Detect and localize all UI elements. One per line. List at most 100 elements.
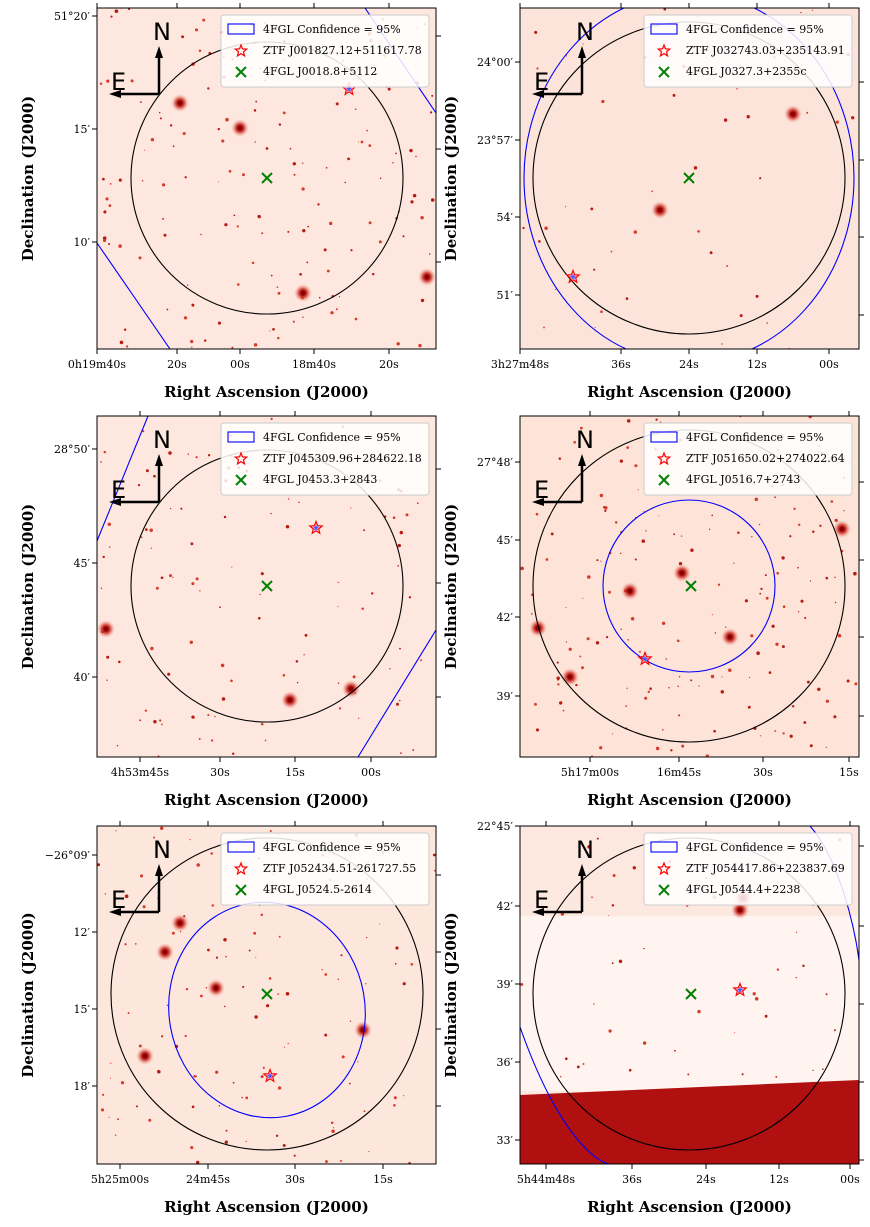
x-tick-label: 00s <box>230 358 250 371</box>
legend-star-swatch <box>233 43 249 58</box>
y-tick-label: 42′ <box>497 611 514 624</box>
x-tick-label: 15s <box>373 1173 393 1186</box>
legend-entry-3: 4FGL J0453.3+2843 <box>263 473 377 486</box>
background-stars <box>97 417 423 757</box>
legend-box <box>643 422 853 496</box>
y-tick-label: 15′ <box>74 123 91 136</box>
compass: NE <box>109 836 171 916</box>
x-tick-label: 15s <box>285 766 305 779</box>
legend: 4FGL Confidence = 95% ZTF J045309.96+2846… <box>220 422 430 496</box>
panel-4: NE 4FGL Confidence = 95% ZTF J051650.02+27… <box>442 411 864 809</box>
fgl-source-marker <box>685 988 697 1000</box>
x-tick-label: 16m45s <box>657 766 701 779</box>
x-tick-label: 00s <box>819 358 839 371</box>
faint-region <box>520 916 859 1091</box>
x-axis-title: Right Ascension (J2000) <box>587 1198 792 1216</box>
north-label: N <box>153 18 171 46</box>
legend: 4FGL Confidence = 95% ZTF J054417.86+2238… <box>643 832 853 906</box>
panel-1: NE 4FGL Confidence = 95% ZTF J001827.12+51… <box>19 3 441 401</box>
x-tick-label: 36s <box>622 1173 642 1186</box>
ticks: 0h19m40s 20s 00s 18m40s 20s 51°20′ 15′ 10′ <box>54 3 441 371</box>
legend-cross-swatch <box>235 66 247 78</box>
ticks: 5h17m00s 16m45s 30s 15s 27°48′ 45′ 42′ 39′ <box>477 411 864 779</box>
compass: NE <box>532 426 594 506</box>
y-tick-label: 42′ <box>497 900 514 913</box>
x-tick-label: 4h53m45s <box>111 766 170 779</box>
y-axis-title: Declination (J2000) <box>442 912 460 1078</box>
plot-frame <box>519 825 860 1165</box>
north-label: N <box>576 18 594 46</box>
legend-ellipse-swatch <box>227 431 255 443</box>
x-tick-label: 30s <box>285 1173 305 1186</box>
legend-entry-3: 4FGL J0516.7+2743 <box>686 473 800 486</box>
x-axis-title: Right Ascension (J2000) <box>164 791 369 809</box>
legend-cross-swatch <box>658 474 670 486</box>
plot-frame <box>96 415 437 758</box>
legend-star-swatch <box>656 43 672 58</box>
panel-2: NE 4FGL Confidence = 95% ZTF J032743.03+23… <box>442 3 864 401</box>
y-tick-label: 51′ <box>497 289 514 302</box>
legend-entry-3: 4FGL J0018.8+5112 <box>263 65 377 78</box>
panel-5: NE 4FGL Confidence = 95% ZTF J052434.51-26… <box>19 821 441 1216</box>
x-tick-label: 5h44m48s <box>517 1173 576 1186</box>
ztf-source-marker <box>308 519 324 535</box>
y-axis-title: Declination (J2000) <box>19 504 37 670</box>
ticks: 5h44m48s 36s 24s 12s 00s 22°45′ 42′ 39′ 36′ 33′ <box>477 820 864 1186</box>
y-tick-label: 45′ <box>74 557 91 570</box>
x-tick-label: 24s <box>696 1173 716 1186</box>
panel-6: NE 4FGL Confidence = 95% ZTF J054417.86+22… <box>442 820 864 1216</box>
x-tick-label: 15s <box>839 766 859 779</box>
legend-entry-2: ZTF J032743.03+235143.91 <box>686 44 845 57</box>
legend-entry-1: 4FGL Confidence = 95% <box>686 23 824 36</box>
legend-star-swatch <box>656 451 672 466</box>
east-label: E <box>534 886 549 914</box>
east-label: E <box>534 476 549 504</box>
east-label: E <box>111 886 126 914</box>
x-tick-label: 24s <box>679 358 699 371</box>
east-label: E <box>111 476 126 504</box>
x-tick-label: 36s <box>611 358 631 371</box>
legend-entry-1: 4FGL Confidence = 95% <box>686 431 824 444</box>
legend-entry-2: ZTF J051650.02+274022.64 <box>686 452 845 465</box>
legend-entry-3: 4FGL J0327.3+2355c <box>686 65 807 78</box>
x-tick-label: 20s <box>379 358 399 371</box>
east-label: E <box>534 68 549 96</box>
x-tick-label: 00s <box>840 1173 860 1186</box>
x-tick-label: 5h25m00s <box>91 1173 150 1186</box>
x-axis-title: Right Ascension (J2000) <box>587 791 792 809</box>
east-label: E <box>111 68 126 96</box>
ticks: 4h53m45s 30s 15s 00s 28°50′ 45′ 40′ <box>54 411 441 779</box>
sky-image <box>520 826 859 1164</box>
compass: NE <box>532 836 594 916</box>
panel-3: NE 4FGL Confidence = 95% ZTF J045309.96+28… <box>19 411 441 809</box>
legend: 4FGL Confidence = 95% ZTF J052434.51-2617… <box>220 832 430 906</box>
north-label: N <box>153 426 171 454</box>
legend-entry-1: 4FGL Confidence = 95% <box>263 841 401 854</box>
legend-cross-swatch <box>658 66 670 78</box>
legend-cross-swatch <box>658 884 670 896</box>
x-axis-title: Right Ascension (J2000) <box>587 383 792 401</box>
ticks: 3h27m48s 36s 24s 12s 00s 24°00′ 23°57′ 54′ 51′ <box>477 3 864 371</box>
legend-box <box>220 832 430 906</box>
y-tick-label: 45′ <box>497 534 514 547</box>
x-tick-label: 30s <box>210 766 230 779</box>
x-tick-label: 12s <box>747 358 767 371</box>
ztf-source-marker <box>262 1067 278 1083</box>
legend-entry-2: ZTF J045309.96+284622.18 <box>263 452 422 465</box>
x-axis-title: Right Ascension (J2000) <box>164 1198 369 1216</box>
legend-star-swatch <box>233 451 249 466</box>
y-tick-label: 39′ <box>497 690 514 703</box>
y-tick-label: 51°20′ <box>54 10 90 23</box>
plot-frame <box>96 7 437 350</box>
y-tick-label: 24°00′ <box>477 56 513 69</box>
x-axis-title: Right Ascension (J2000) <box>164 383 369 401</box>
legend-box <box>643 832 853 906</box>
north-label: N <box>153 836 171 864</box>
x-tick-label: 30s <box>753 766 773 779</box>
fgl-source-marker <box>261 580 273 592</box>
y-tick-label: 28°50′ <box>54 443 90 456</box>
x-tick-label: 0h19m40s <box>68 358 127 371</box>
legend-entry-2: ZTF J054417.86+223837.69 <box>686 862 845 875</box>
y-axis-title: Declination (J2000) <box>19 912 37 1078</box>
fgl-source-marker <box>685 580 697 592</box>
